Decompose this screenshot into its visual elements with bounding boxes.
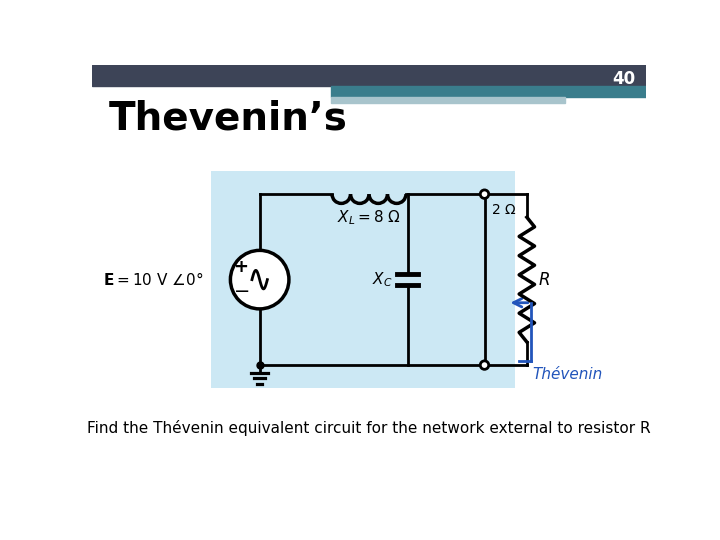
Text: −: − bbox=[233, 282, 250, 301]
Text: $R$: $R$ bbox=[538, 271, 549, 288]
Text: $\mathbf{E} = 10\ \mathrm{V}\ \angle 0°$: $\mathbf{E} = 10\ \mathrm{V}\ \angle 0°$ bbox=[103, 271, 204, 288]
Circle shape bbox=[480, 361, 489, 369]
Text: $X_L = 8\ \Omega$: $X_L = 8\ \Omega$ bbox=[337, 208, 401, 227]
Circle shape bbox=[230, 251, 289, 309]
Text: +: + bbox=[233, 258, 248, 276]
Text: $2\ \Omega$: $2\ \Omega$ bbox=[490, 202, 516, 217]
Bar bbox=[330, 97, 565, 103]
Bar bbox=[92, 65, 647, 86]
Bar bbox=[330, 86, 647, 97]
Text: Thévenin: Thévenin bbox=[532, 367, 603, 382]
FancyBboxPatch shape bbox=[211, 171, 516, 388]
Text: $X_C$: $X_C$ bbox=[372, 271, 392, 289]
Text: Find the Thévenin equivalent circuit for the network external to resistor R: Find the Thévenin equivalent circuit for… bbox=[87, 420, 651, 436]
Text: Thevenin’s: Thevenin’s bbox=[109, 100, 348, 138]
Circle shape bbox=[480, 190, 489, 198]
Text: 40: 40 bbox=[612, 70, 636, 87]
